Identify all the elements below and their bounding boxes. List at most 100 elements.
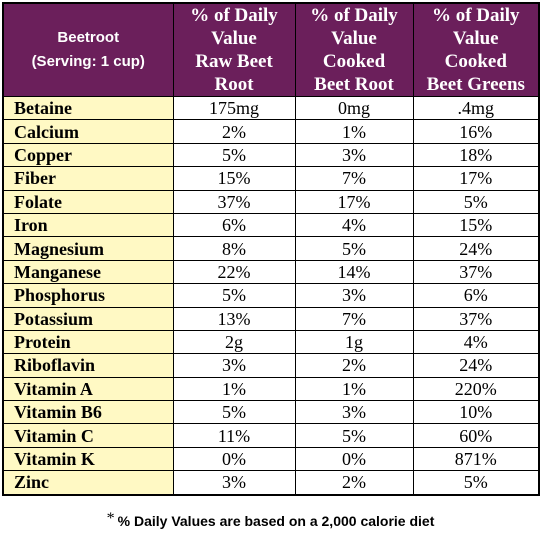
header-beetroot-serving: Beetroot (Serving: 1 cup) xyxy=(2,2,174,97)
cooked-beet-root-value-cell: 3% xyxy=(294,283,414,308)
header-line: % of Daily xyxy=(431,5,520,26)
cooked-beet-greens-value-cell: 6% xyxy=(412,283,540,308)
cooked-beet-root-value-cell: 1g xyxy=(294,329,414,355)
cooked-beet-greens-value-cell: 24% xyxy=(412,353,540,378)
cooked-beet-greens-value-cell: 220% xyxy=(412,376,540,402)
cooked-beet-greens-value-cell: .4mg xyxy=(412,95,540,121)
cooked-beet-root-value-cell: 14% xyxy=(294,259,414,285)
table-row: Vitamin A 1% 1% 220% xyxy=(2,376,540,402)
header-cooked-beet-root: % of Daily Value Cooked Beet Root xyxy=(294,2,414,97)
table-row: Phosphorus 5% 3% 6% xyxy=(2,283,540,308)
table-row: Riboflavin 3% 2% 24% xyxy=(2,353,540,378)
nutrient-name-cell: Manganese xyxy=(2,259,174,285)
cooked-beet-greens-value-cell: 24% xyxy=(412,236,540,261)
table-row: Betaine 175mg 0mg .4mg xyxy=(2,95,540,121)
raw-beet-root-value-cell: 0% xyxy=(172,446,296,472)
header-line: Cooked xyxy=(322,51,386,72)
header-line: (Serving: 1 cup) xyxy=(31,53,145,70)
raw-beet-root-value-cell: 11% xyxy=(172,423,296,448)
cooked-beet-root-value-cell: 0mg xyxy=(294,95,414,121)
table-body: Betaine 175mg 0mg .4mg Calcium 2% 1% 16% Copper 5… xyxy=(2,95,540,496)
table-row: Potassium 13% 7% 37% xyxy=(2,306,540,331)
nutrient-name-cell: Calcium xyxy=(2,119,174,144)
nutrient-name-cell: Betaine xyxy=(2,95,174,121)
header-line: Beet Root xyxy=(314,74,394,95)
raw-beet-root-value-cell: 5% xyxy=(172,142,296,168)
cooked-beet-greens-value-cell: 17% xyxy=(412,166,540,191)
cooked-beet-root-value-cell: 3% xyxy=(294,142,414,168)
raw-beet-root-value-cell: 37% xyxy=(172,189,296,214)
header-line: Raw Beet xyxy=(195,51,273,72)
nutrition-table-container: Beetroot (Serving: 1 cup) % of Daily Val… xyxy=(2,2,540,496)
nutrient-name-cell: Vitamin C xyxy=(2,423,174,448)
nutrient-name-cell: Vitamin K xyxy=(2,446,174,472)
cooked-beet-root-value-cell: 1% xyxy=(294,119,414,144)
table-row: Manganese 22% 14% 37% xyxy=(2,259,540,285)
nutrient-name-cell: Iron xyxy=(2,212,174,238)
raw-beet-root-value-cell: 15% xyxy=(172,166,296,191)
cooked-beet-root-value-cell: 7% xyxy=(294,306,414,331)
cooked-beet-root-value-cell: 7% xyxy=(294,166,414,191)
table-row: Zinc 3% 2% 5% xyxy=(2,470,540,496)
footnote: *% Daily Values are based on a 2,000 cal… xyxy=(0,510,541,529)
footnote-asterisk: * xyxy=(106,510,115,527)
cooked-beet-greens-value-cell: 16% xyxy=(412,119,540,144)
nutrient-name-cell: Fiber xyxy=(2,166,174,191)
nutrient-name-cell: Vitamin A xyxy=(2,376,174,402)
header-line: Value xyxy=(211,28,257,49)
table-row: Vitamin B6 5% 3% 10% xyxy=(2,400,540,425)
raw-beet-root-value-cell: 3% xyxy=(172,470,296,496)
raw-beet-root-value-cell: 5% xyxy=(172,283,296,308)
raw-beet-root-value-cell: 8% xyxy=(172,236,296,261)
cooked-beet-root-value-cell: 5% xyxy=(294,236,414,261)
beetroot-nutrition-table: Beetroot (Serving: 1 cup) % of Daily Val… xyxy=(2,2,540,496)
nutrient-name-cell: Folate xyxy=(2,189,174,214)
nutrient-name-cell: Riboflavin xyxy=(2,353,174,378)
cooked-beet-root-value-cell: 4% xyxy=(294,212,414,238)
cooked-beet-greens-value-cell: 4% xyxy=(412,329,540,355)
cooked-beet-greens-value-cell: 15% xyxy=(412,212,540,238)
raw-beet-root-value-cell: 6% xyxy=(172,212,296,238)
cooked-beet-greens-value-cell: 18% xyxy=(412,142,540,168)
cooked-beet-greens-value-cell: 37% xyxy=(412,259,540,285)
cooked-beet-greens-value-cell: 10% xyxy=(412,400,540,425)
cooked-beet-greens-value-cell: 60% xyxy=(412,423,540,448)
footnote-text: % Daily Values are based on a 2,000 calo… xyxy=(117,513,435,529)
header-line: Root xyxy=(214,74,254,95)
header-line: Cooked xyxy=(444,51,507,72)
raw-beet-root-value-cell: 1% xyxy=(172,376,296,402)
raw-beet-root-value-cell: 175mg xyxy=(172,95,296,121)
cooked-beet-greens-value-cell: 5% xyxy=(412,189,540,214)
cooked-beet-root-value-cell: 0% xyxy=(294,446,414,472)
table-row: Vitamin K 0% 0% 871% xyxy=(2,446,540,472)
cooked-beet-root-value-cell: 3% xyxy=(294,400,414,425)
nutrient-name-cell: Phosphorus xyxy=(2,283,174,308)
header-line: % of Daily xyxy=(190,5,278,26)
header-line: Beet Greens xyxy=(426,74,525,95)
nutrient-name-cell: Potassium xyxy=(2,306,174,331)
table-header: Beetroot (Serving: 1 cup) % of Daily Val… xyxy=(2,2,540,97)
raw-beet-root-value-cell: 22% xyxy=(172,259,296,285)
cooked-beet-greens-value-cell: 37% xyxy=(412,306,540,331)
cooked-beet-greens-value-cell: 871% xyxy=(412,446,540,472)
nutrient-name-cell: Copper xyxy=(2,142,174,168)
raw-beet-root-value-cell: 2g xyxy=(172,329,296,355)
cooked-beet-root-value-cell: 17% xyxy=(294,189,414,214)
nutrient-name-cell: Zinc xyxy=(2,470,174,496)
raw-beet-root-value-cell: 2% xyxy=(172,119,296,144)
table-row: Iron 6% 4% 15% xyxy=(2,212,540,238)
cooked-beet-greens-value-cell: 5% xyxy=(412,470,540,496)
header-raw-beet-root: % of Daily Value Raw Beet Root xyxy=(172,2,296,97)
raw-beet-root-value-cell: 3% xyxy=(172,353,296,378)
cooked-beet-root-value-cell: 5% xyxy=(294,423,414,448)
header-line: % of Daily xyxy=(310,5,398,26)
header-row: Beetroot (Serving: 1 cup) % of Daily Val… xyxy=(2,2,540,97)
table-row: Protein 2g 1g 4% xyxy=(2,329,540,355)
raw-beet-root-value-cell: 5% xyxy=(172,400,296,425)
header-cooked-beet-greens: % of Daily Value Cooked Beet Greens xyxy=(412,2,540,97)
cooked-beet-root-value-cell: 1% xyxy=(294,376,414,402)
table-row: Calcium 2% 1% 16% xyxy=(2,119,540,144)
header-line: Beetroot xyxy=(57,29,120,46)
raw-beet-root-value-cell: 13% xyxy=(172,306,296,331)
table-row: Folate 37% 17% 5% xyxy=(2,189,540,214)
